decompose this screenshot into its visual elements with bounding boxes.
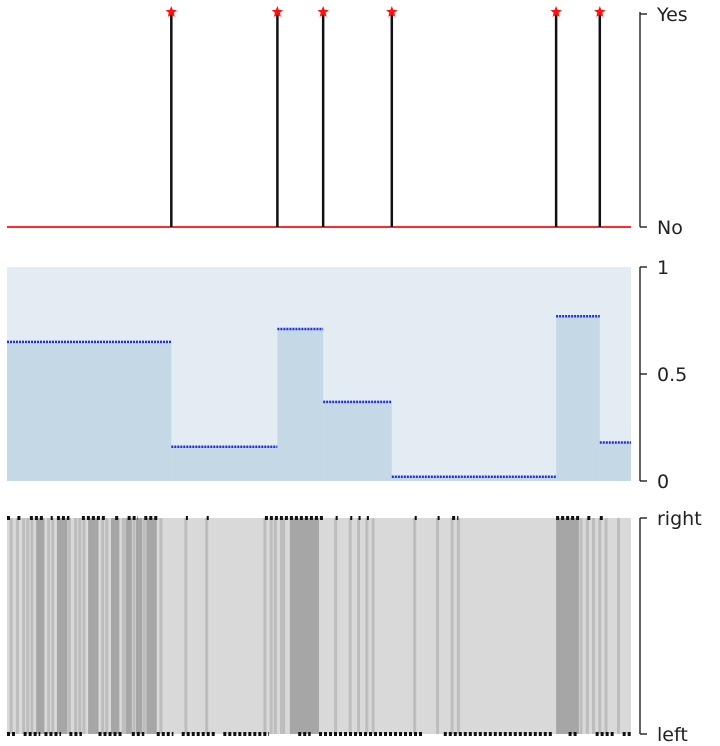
dark-band	[289, 518, 319, 734]
y-tick-label: right	[657, 508, 702, 530]
dark-band	[135, 518, 143, 734]
event-star-marker	[550, 6, 562, 17]
y-tick-label: 0	[657, 471, 669, 493]
dark-band	[125, 518, 132, 734]
bottom-panel: left right	[7, 508, 702, 746]
y-tick-label: 1	[657, 257, 669, 279]
y-tick-label: Yes	[656, 4, 688, 26]
dark-band	[88, 518, 99, 734]
step-area-segment	[323, 401, 392, 481]
dark-band	[146, 518, 157, 734]
y-tick-label: left	[657, 724, 688, 746]
dark-band	[111, 518, 120, 734]
step-area-segment	[7, 341, 172, 481]
middle-panel: 00.51	[7, 257, 687, 493]
step-area-segment	[171, 446, 278, 481]
event-star-marker	[165, 6, 177, 17]
step-area-segment	[277, 329, 324, 481]
y-tick-label: 0.5	[657, 364, 687, 386]
step-area-segment	[599, 442, 631, 481]
event-star-marker	[386, 6, 398, 17]
y-tick-label: No	[657, 217, 683, 239]
step-area-segment	[556, 316, 600, 481]
top-panel: No Yes	[7, 4, 688, 239]
dark-band	[36, 518, 45, 734]
event-star-marker	[317, 6, 329, 17]
dark-band	[556, 518, 579, 734]
event-star-marker	[271, 6, 284, 17]
dark-band	[56, 518, 68, 734]
step-area-segment	[391, 476, 557, 481]
event-star-marker	[594, 6, 606, 17]
